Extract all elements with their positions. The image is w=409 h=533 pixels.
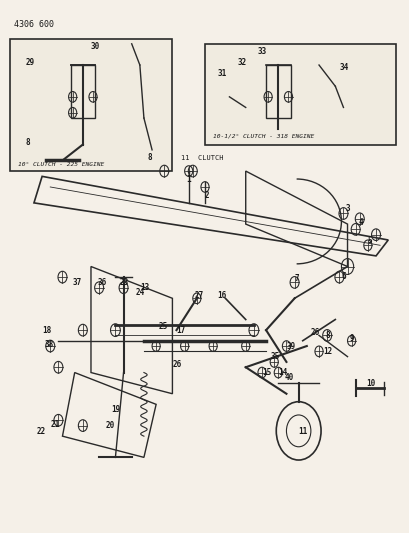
Text: 4306 600: 4306 600 [13, 20, 54, 29]
Text: 17: 17 [176, 326, 185, 335]
Text: 2: 2 [204, 191, 209, 199]
Text: 31: 31 [217, 69, 226, 78]
Bar [9, 38, 172, 171]
Text: 10° CLUTCH - 225 ENGINE: 10° CLUTCH - 225 ENGINE [18, 161, 103, 167]
Text: 27: 27 [194, 292, 204, 300]
Text: 16: 16 [217, 292, 226, 300]
Text: 20: 20 [105, 421, 114, 430]
Text: 40: 40 [284, 374, 293, 383]
Text: 35: 35 [270, 352, 279, 361]
Text: 26: 26 [310, 328, 319, 337]
Text: 33: 33 [257, 47, 267, 56]
Text: 25: 25 [158, 322, 167, 331]
Text: 30: 30 [91, 42, 100, 51]
Text: 21: 21 [50, 419, 59, 429]
Text: 5: 5 [367, 236, 372, 245]
Text: 3: 3 [345, 204, 349, 213]
Text: 11: 11 [298, 426, 307, 435]
Text: 9: 9 [349, 334, 353, 343]
Text: 11  CLUTCH: 11 CLUTCH [180, 156, 222, 161]
Text: 32: 32 [237, 58, 246, 67]
Text: 10: 10 [365, 379, 374, 388]
Text: 38: 38 [44, 340, 53, 349]
Text: 12: 12 [322, 347, 332, 356]
Text: 18: 18 [42, 326, 51, 335]
Text: 39: 39 [286, 342, 295, 351]
Text: 26: 26 [172, 360, 181, 369]
Text: 23: 23 [119, 278, 128, 287]
Text: 1: 1 [186, 175, 191, 184]
Text: 8: 8 [324, 331, 329, 340]
Text: 13: 13 [139, 284, 149, 293]
Text: 6: 6 [341, 272, 345, 281]
Text: 24: 24 [135, 288, 145, 296]
Text: 37: 37 [72, 278, 82, 287]
Bar [265, 65, 290, 118]
Text: 19: 19 [111, 405, 120, 414]
Bar [70, 65, 95, 118]
Text: 10-1/2° CLUTCH - 318 ENGINE: 10-1/2° CLUTCH - 318 ENGINE [213, 134, 314, 139]
Text: 7: 7 [294, 274, 299, 283]
Text: 15: 15 [261, 368, 271, 377]
Text: 4: 4 [357, 218, 362, 227]
Text: 8: 8 [26, 138, 30, 147]
Text: 36: 36 [97, 278, 106, 287]
Bar [204, 44, 396, 144]
Text: 29: 29 [26, 58, 35, 67]
Text: 8: 8 [148, 154, 152, 163]
Text: 34: 34 [339, 63, 348, 72]
Text: 22: 22 [36, 426, 45, 435]
Text: 14: 14 [278, 368, 287, 377]
